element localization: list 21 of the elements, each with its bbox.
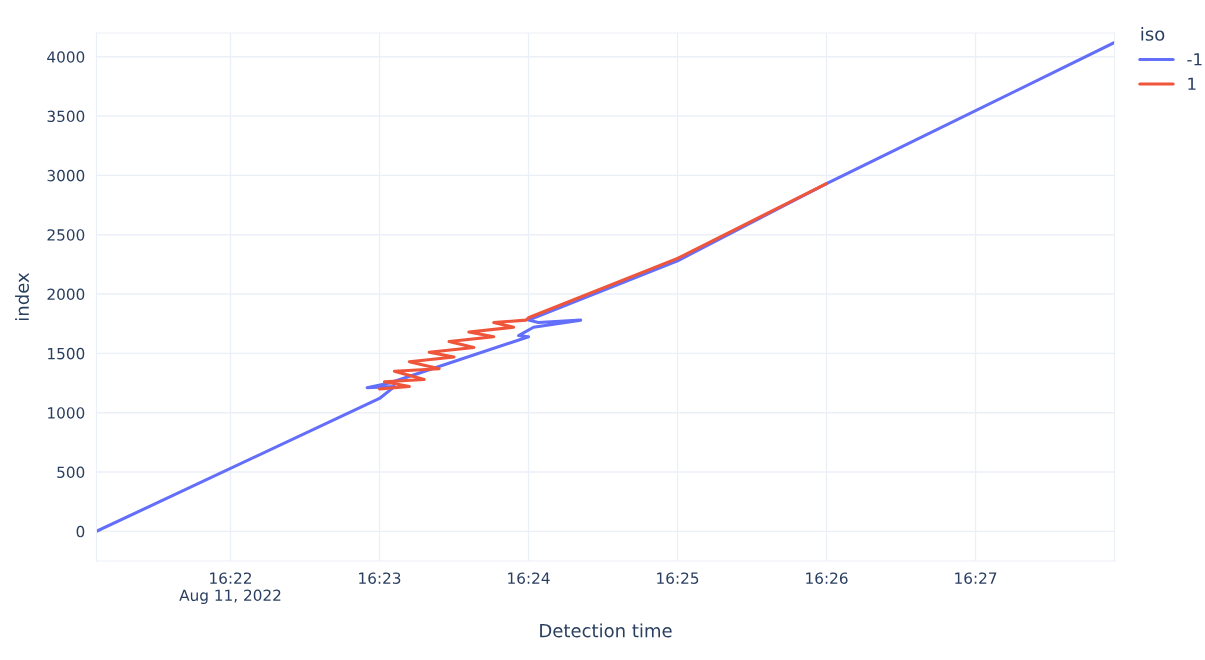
x-axis-title: Detection time (540, 623, 672, 638)
y-tick-label: 3000 (47, 169, 85, 182)
y-tick-label: 2000 (47, 288, 85, 301)
x-tick-label: 16:27 (955, 572, 997, 584)
y-tick-label: 500 (57, 466, 85, 479)
y-tick-label: 1000 (48, 407, 85, 419)
x-tick-label: 16:22 Aug 11, 2022 (179, 572, 281, 604)
legend-label: 1 (1188, 77, 1196, 90)
x-tick-label: 16:23 (359, 572, 401, 584)
x-tick-label: 16:24 (508, 572, 550, 584)
y-tick-label: 1500 (48, 347, 85, 360)
y-tick-label: 0 (76, 525, 85, 538)
y-tick-label: 3500 (47, 110, 85, 123)
x-tick-label: 16:25 (657, 572, 699, 584)
y-tick-label: 2500 (47, 229, 85, 241)
y-axis-title: index (15, 272, 30, 320)
legend-label: -1 (1187, 53, 1202, 66)
y-tick-label: 4000 (47, 51, 85, 63)
line-series (377, 182, 829, 391)
x-tick-label: 16:26 (806, 572, 848, 584)
legend-title: iso (1141, 26, 1165, 41)
